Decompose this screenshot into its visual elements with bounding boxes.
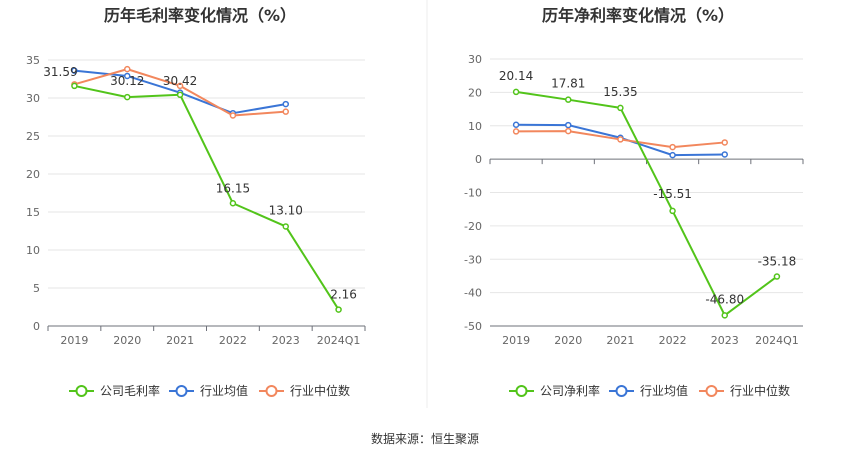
chart-title: 历年净利率变化情况（%） <box>542 6 734 25</box>
series-line <box>74 84 340 311</box>
y-tick-label: 25 <box>26 130 40 143</box>
y-tick-label: 10 <box>468 120 482 133</box>
data-label: 30.42 <box>163 74 197 88</box>
y-tick-label: -50 <box>464 320 482 333</box>
data-point <box>124 65 131 73</box>
x-tick-label: 2023 <box>272 334 300 347</box>
y-tick-label: -20 <box>464 220 482 233</box>
data-point <box>512 121 520 128</box>
data-point <box>229 112 237 119</box>
data-point <box>617 104 624 112</box>
data-point <box>512 128 520 135</box>
legend-marker <box>705 385 718 397</box>
chart-title: 历年毛利率变化情况（%） <box>104 6 296 25</box>
data-point <box>669 207 676 215</box>
legend-item: 行业中位数 <box>259 383 350 398</box>
legend-marker <box>265 385 278 397</box>
y-tick-label: 0 <box>33 320 40 333</box>
data-point <box>229 200 237 207</box>
data-label: 30.12 <box>110 74 144 88</box>
data-label: 2.16 <box>330 288 357 302</box>
data-point <box>124 72 131 80</box>
legend-label: 公司净利率 <box>540 383 600 398</box>
data-label: 31.59 <box>43 65 77 79</box>
y-tick-label: 10 <box>26 244 40 257</box>
data-point <box>617 136 624 143</box>
y-tick-label: 20 <box>468 86 482 99</box>
legend-item: 公司净利率 <box>509 383 600 398</box>
data-point <box>282 223 289 230</box>
y-tick-label: 30 <box>468 53 482 66</box>
data-point <box>669 143 676 151</box>
x-tick-label: 2019 <box>502 334 530 347</box>
data-label: 20.14 <box>499 69 533 83</box>
legend-marker <box>615 385 628 397</box>
data-point <box>773 273 781 280</box>
legend-label: 行业中位数 <box>730 383 790 398</box>
data-point <box>669 151 676 159</box>
legend-item: 行业均值 <box>609 383 688 398</box>
y-tick-label: 35 <box>26 54 40 67</box>
x-tick-label: 2021 <box>606 334 634 347</box>
legend-marker <box>75 385 88 397</box>
data-source: 数据来源：恒生聚源 <box>371 431 479 446</box>
data-point <box>721 312 728 319</box>
data-point <box>71 82 78 90</box>
legend-item: 行业均值 <box>169 383 248 398</box>
data-label: 13.10 <box>269 203 303 217</box>
data-point <box>282 108 289 115</box>
data-label: 15.35 <box>603 85 637 99</box>
data-label: -15.51 <box>653 187 692 201</box>
x-tick-label: 2022 <box>659 334 687 347</box>
data-point <box>124 93 131 101</box>
x-tick-label: 2020 <box>554 334 582 347</box>
data-point <box>565 127 572 135</box>
legend-label: 行业均值 <box>640 383 688 398</box>
y-tick-label: 15 <box>26 206 40 219</box>
x-tick-label: 2019 <box>60 334 88 347</box>
data-point <box>282 100 289 108</box>
data-point <box>176 82 184 90</box>
x-tick-label: 2023 <box>711 334 739 347</box>
y-tick-label: 30 <box>26 92 40 105</box>
y-tick-label: 0 <box>475 153 482 166</box>
data-point <box>512 88 520 96</box>
x-tick-label: 2020 <box>113 334 141 347</box>
y-tick-label: 5 <box>33 282 40 295</box>
legend-marker <box>515 385 528 397</box>
y-tick-label: -40 <box>464 287 482 300</box>
legend-label: 公司毛利率 <box>100 383 160 398</box>
legend-label: 行业均值 <box>200 383 248 398</box>
legend-marker <box>175 385 188 397</box>
series-line <box>515 90 778 317</box>
data-point <box>721 139 728 146</box>
legend-label: 行业中位数 <box>290 383 350 398</box>
legend-item: 行业中位数 <box>699 383 790 398</box>
y-tick-label: -10 <box>464 187 482 200</box>
data-point <box>176 91 184 99</box>
y-tick-label: 20 <box>26 168 40 181</box>
data-label: -46.80 <box>705 292 744 306</box>
data-point <box>335 306 342 313</box>
x-tick-label: 2024Q1 <box>317 334 361 347</box>
x-tick-label: 2022 <box>219 334 247 347</box>
data-point <box>71 67 78 74</box>
data-label: -35.18 <box>758 255 797 269</box>
data-point <box>565 96 572 103</box>
data-point <box>721 151 728 158</box>
x-tick-label: 2021 <box>166 334 194 347</box>
data-label: 16.15 <box>216 181 250 195</box>
legend-item: 公司毛利率 <box>69 383 160 398</box>
y-tick-label: -30 <box>464 253 482 266</box>
x-tick-label: 2024Q1 <box>755 334 799 347</box>
data-label: 17.81 <box>551 77 585 91</box>
data-point <box>565 121 572 129</box>
